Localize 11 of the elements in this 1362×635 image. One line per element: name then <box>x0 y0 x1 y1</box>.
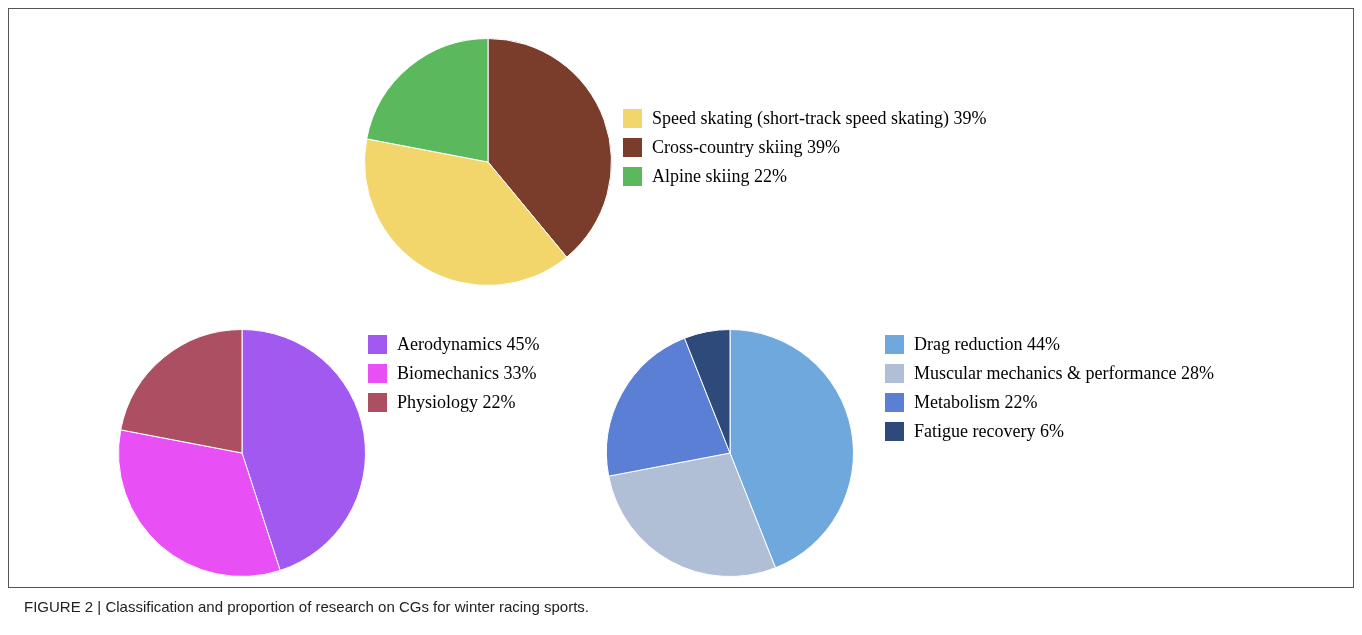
legend-label: Cross-country skiing 39% <box>652 137 840 158</box>
caption: FIGURE 2 | Classification and proportion of research on CGs for winter racing sports. <box>24 598 589 615</box>
legend-label: Alpine skiing 22% <box>652 166 787 187</box>
legend-label: Muscular mechanics & performance 28% <box>914 363 1214 384</box>
legend-label: Aerodynamics 45% <box>397 334 540 355</box>
legend-label: Speed skating (short-track speed skating) 39% <box>652 108 987 129</box>
legend-label: Physiology 22% <box>397 392 516 413</box>
legend-label: Metabolism 22% <box>914 392 1038 413</box>
legend-label: Fatigue recovery 6% <box>914 421 1064 442</box>
legend-label: Biomechanics 33% <box>397 363 537 384</box>
legend-label: Drag reduction 44% <box>914 334 1060 355</box>
